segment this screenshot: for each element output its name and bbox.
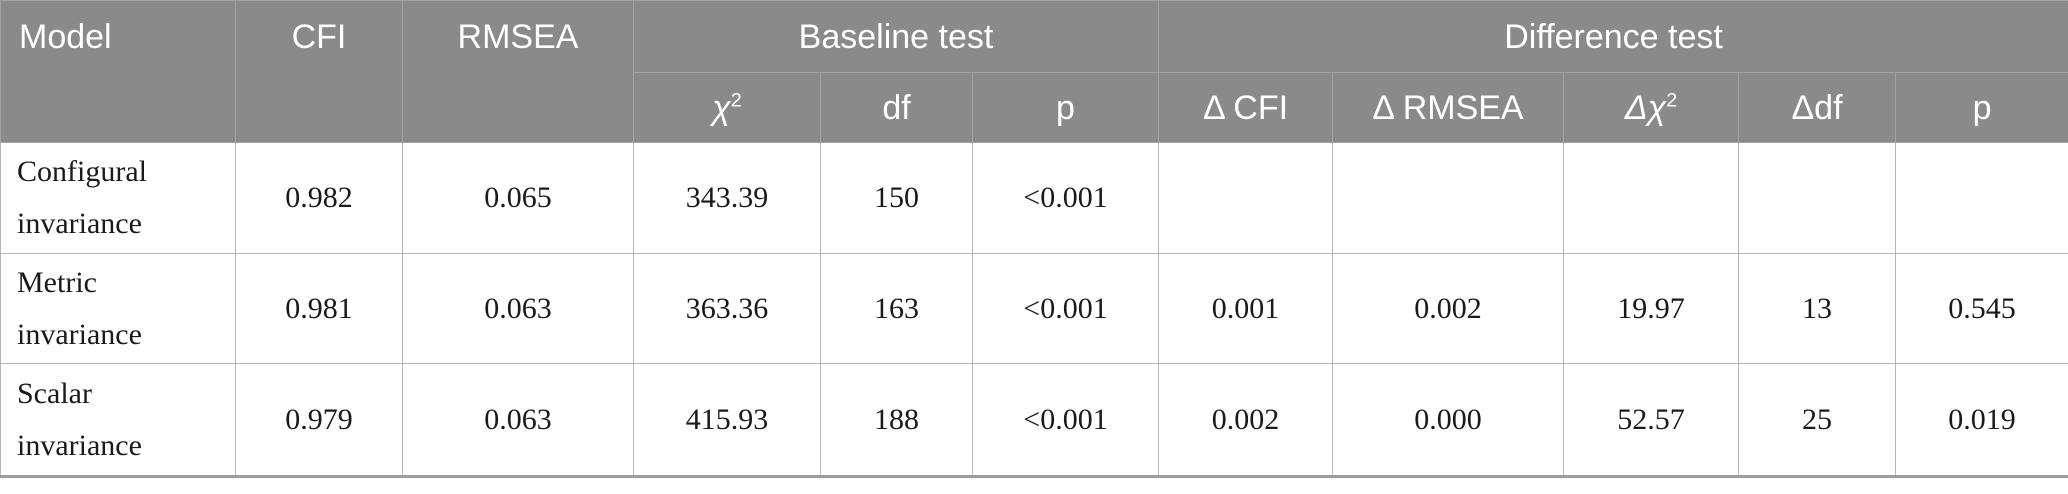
table-body: Configural invariance 0.982 0.065 343.39… xyxy=(0,142,2068,478)
chi-symbol: χ xyxy=(712,88,731,127)
header-rmsea: RMSEA xyxy=(402,0,634,143)
cell-delta-df xyxy=(1738,142,1897,254)
table-row-configural: Configural invariance 0.982 0.065 343.39… xyxy=(0,142,2068,254)
table-row-scalar: Scalar invariance 0.979 0.063 415.93 188… xyxy=(0,363,2068,478)
header-df: df xyxy=(820,72,973,143)
chi-squared-exponent: 2 xyxy=(730,89,742,112)
cell-p: <0.001 xyxy=(971,253,1160,364)
header-row-sub: χ2 df p Δ CFI Δ RMSEA Δχ2 Δdf p xyxy=(1,72,2068,143)
cell-model: Metric invariance xyxy=(0,253,236,364)
cell-delta-cfi: 0.001 xyxy=(1158,253,1334,364)
header-model: Model xyxy=(0,0,236,143)
cell-cfi: 0.979 xyxy=(235,363,403,478)
cell-delta-df: 25 xyxy=(1738,363,1897,478)
cell-rmsea: 0.065 xyxy=(402,142,634,254)
header-delta-chi-squared: Δχ2 xyxy=(1563,72,1740,143)
delta-chi-symbol: Δχ xyxy=(1624,88,1667,127)
header-delta-cfi: Δ CFI xyxy=(1158,72,1334,143)
cell-delta-rmsea: 0.000 xyxy=(1332,363,1565,478)
header-delta-rmsea: Δ RMSEA xyxy=(1332,72,1565,143)
cell-delta-rmsea xyxy=(1332,142,1565,254)
delta-chi-squared-exponent: 2 xyxy=(1666,89,1678,112)
table-row-metric: Metric invariance 0.981 0.063 363.36 163… xyxy=(0,253,2068,364)
cell-model: Scalar invariance xyxy=(0,363,236,478)
header-difference-test-group: Difference test xyxy=(1158,0,2068,73)
cell-chi2: 343.39 xyxy=(633,142,821,254)
cell-rmsea: 0.063 xyxy=(402,253,634,364)
cell-delta-p xyxy=(1895,142,2068,254)
cell-model: Configural invariance xyxy=(0,142,236,254)
table-header: Model CFI RMSEA Baseline test Difference… xyxy=(0,0,2068,143)
cell-cfi: 0.981 xyxy=(235,253,403,364)
header-delta-df: Δdf xyxy=(1738,72,1897,143)
header-row-top: Model CFI RMSEA Baseline test Difference… xyxy=(0,0,2068,143)
header-p-difference: p xyxy=(1895,72,2068,143)
cell-delta-rmsea: 0.002 xyxy=(1332,253,1565,364)
cell-delta-chi2 xyxy=(1563,142,1740,254)
cell-delta-cfi: 0.002 xyxy=(1158,363,1334,478)
cell-cfi: 0.982 xyxy=(235,142,403,254)
cell-delta-chi2: 52.57 xyxy=(1563,363,1740,478)
header-cfi: CFI xyxy=(235,0,403,143)
cell-delta-chi2: 19.97 xyxy=(1563,253,1740,364)
cell-df: 163 xyxy=(820,253,973,364)
cell-delta-p: 0.545 xyxy=(1895,253,2068,364)
cell-delta-cfi xyxy=(1158,142,1334,254)
header-baseline-test-group: Baseline test xyxy=(632,0,1160,73)
cell-df: 150 xyxy=(820,142,973,254)
cell-df: 188 xyxy=(820,363,973,478)
cell-delta-df: 13 xyxy=(1738,253,1897,364)
cell-chi2: 363.36 xyxy=(633,253,821,364)
cell-p: <0.001 xyxy=(971,142,1160,254)
cell-rmsea: 0.063 xyxy=(402,363,634,478)
cell-delta-p: 0.019 xyxy=(1895,363,2068,478)
header-chi-squared: χ2 xyxy=(633,72,821,143)
cell-chi2: 415.93 xyxy=(633,363,821,478)
header-p-baseline: p xyxy=(971,72,1160,143)
cell-p: <0.001 xyxy=(971,363,1160,478)
invariance-results-table: Model CFI RMSEA Baseline test Difference… xyxy=(0,0,2068,478)
